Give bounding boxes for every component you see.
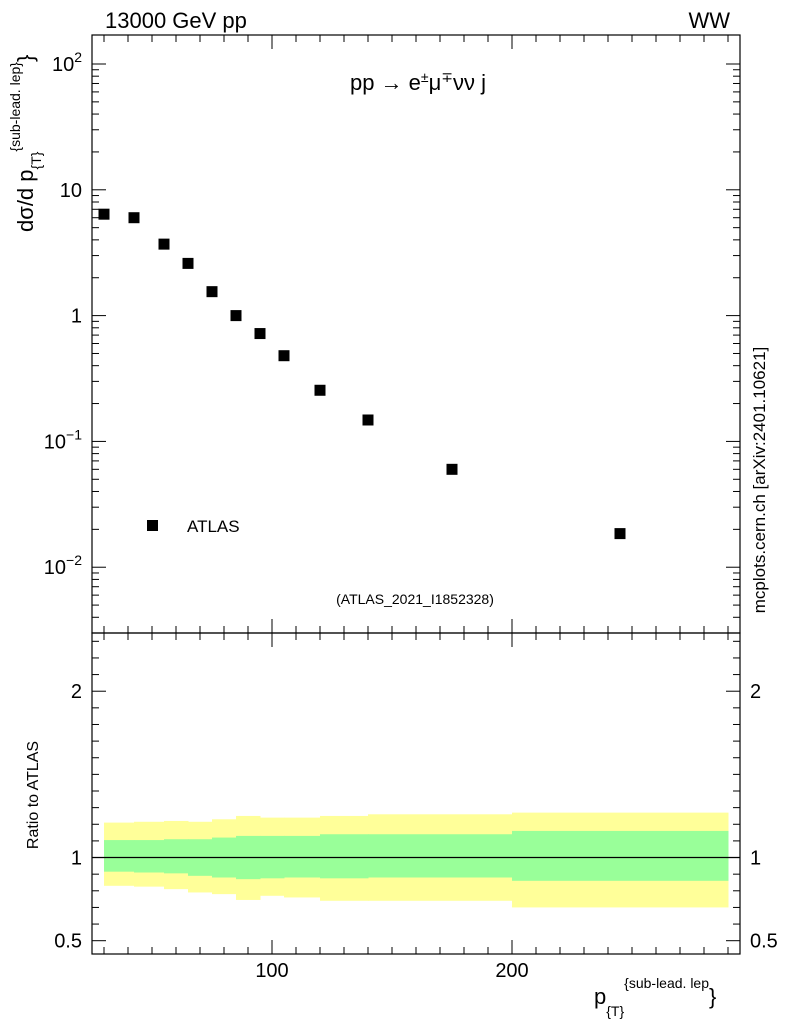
title-sup1: ± [421,69,429,85]
process-label: WW [688,8,730,33]
main-ytick-labels: 10−2 10−1 1 10 102 [44,49,82,579]
ratio-tick-labels: 0.5 0.5 1 1 2 2 [54,681,778,952]
main-ytick-label: 10−2 [44,552,82,579]
data-point [362,414,374,426]
data-point [128,212,140,224]
source-label: mcplots.cern.ch [arXiv:2401.10621] [750,347,769,613]
data-point [254,328,266,340]
data-point [158,238,170,250]
x-tick-labels: 100 200 [255,960,528,982]
ratio-band-bin [368,834,513,878]
ylabel-sup: {sub-lead. lep} [7,62,23,152]
ylabel-close: } [13,55,38,62]
data-point [230,310,242,322]
legend-label: ATLAS [187,517,240,536]
title-mid: μ [429,70,442,95]
xlabel-main: p [594,984,606,1009]
data-point [614,528,626,540]
x-axis-label: p{T}{sub-lead. lep} [594,975,716,1019]
ratio-band-bin [512,830,729,881]
xlabel-sup: {sub-lead. lep [624,975,709,991]
xlabel-sub: {T} [606,1003,624,1019]
data-points [98,208,626,540]
ratio-ytick-label-right: 2 [750,681,761,703]
title-pre: pp → e [350,70,421,95]
main-ytick-label: 10−1 [44,426,82,453]
x-tick-label: 100 [255,960,288,982]
ratio-band-bin [134,840,165,873]
data-point [206,286,218,298]
title-sup2: ∓ [441,69,453,85]
data-point [278,350,290,362]
main-ytick-label: 10 [60,180,82,202]
xlabel-close: } [709,984,716,1009]
data-point [446,463,458,475]
ratio-ytick-label-right: 1 [750,848,761,870]
ylabel-sub: {T} [28,151,44,169]
ratio-bands [104,812,729,908]
data-point [98,208,110,220]
main-panel: 10−2 10−1 1 10 102 pp → e±μ∓νν j ATLAS (ATLA… [7,34,741,634]
main-ytick-label: 1 [71,306,82,328]
legend-marker [147,520,158,531]
ratio-ytick-label-left: 1 [71,848,82,870]
ratio-ticks [92,633,740,954]
analysis-annotation: (ATLAS_2021_I1852328) [336,591,494,607]
main-ylabel: dσ/d p{T} {sub-lead. lep}} [7,55,44,232]
energy-label: 13000 GeV pp [105,8,247,33]
main-frame [91,34,741,634]
ratio-ytick-label-right: 0.5 [750,931,778,953]
ratio-ytick-label-left: 2 [71,681,82,703]
process-title: pp → e±μ∓νν j [350,69,486,95]
ratio-band-bin [284,835,321,878]
x-tick-label: 200 [495,960,528,982]
title-post: νν j [453,70,486,95]
ratio-ylabel: Ratio to ATLAS [25,741,42,849]
data-point [182,257,194,269]
ratio-band-bin [104,840,135,872]
ratio-band-bin [164,839,189,874]
main-ticks [92,35,740,634]
main-ytick-label: 102 [52,49,82,76]
ratio-panel: 0.5 0.5 1 1 2 2 100 200 Ratio to ATLAS p{T}{su… [25,632,778,1019]
ylabel-main: dσ/d p [13,169,38,232]
ratio-ytick-label-left: 0.5 [54,931,82,953]
data-point [314,384,326,396]
ratio-band-bin [320,834,369,879]
